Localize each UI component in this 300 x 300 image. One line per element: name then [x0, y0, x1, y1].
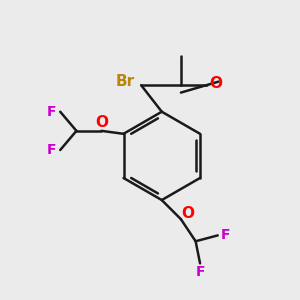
Text: F: F — [47, 143, 57, 157]
Text: F: F — [195, 265, 205, 279]
Text: F: F — [47, 105, 57, 119]
Text: O: O — [209, 76, 222, 91]
Text: O: O — [95, 115, 108, 130]
Text: O: O — [181, 206, 194, 221]
Text: Br: Br — [116, 74, 134, 89]
Text: F: F — [221, 228, 231, 242]
